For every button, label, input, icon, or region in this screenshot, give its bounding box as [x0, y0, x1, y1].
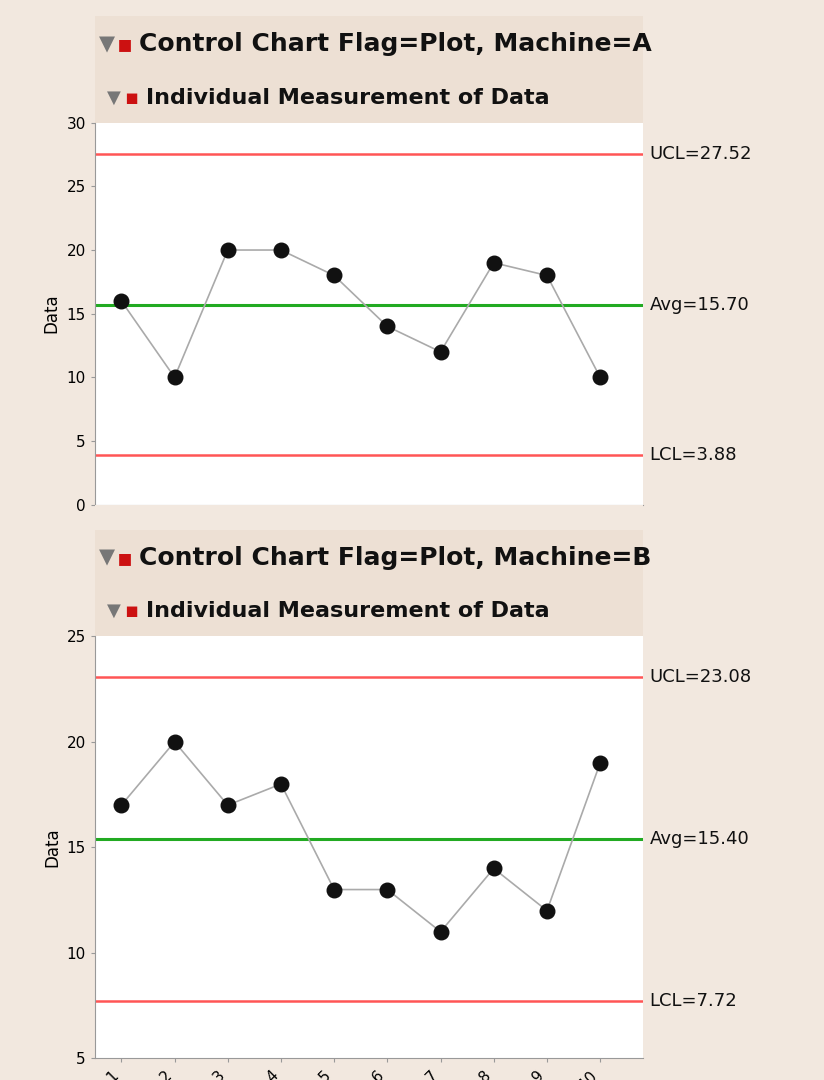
Text: ▪: ▪	[124, 602, 138, 621]
Text: Individual Measurement of Data: Individual Measurement of Data	[147, 602, 550, 621]
Text: Individual Measurement of Data: Individual Measurement of Data	[147, 87, 550, 108]
Point	[115, 293, 128, 310]
Text: Control Chart Flag=Plot, Machine=A: Control Chart Flag=Plot, Machine=A	[138, 32, 651, 56]
Point	[541, 267, 554, 284]
Point	[434, 923, 447, 941]
Point	[328, 267, 341, 284]
X-axis label: Order: Order	[345, 549, 392, 567]
Point	[115, 796, 128, 813]
Point	[221, 796, 234, 813]
Point	[221, 242, 234, 259]
Text: LCL=3.88: LCL=3.88	[649, 446, 737, 464]
Y-axis label: Data: Data	[43, 827, 61, 867]
Point	[593, 368, 606, 386]
Text: ▼: ▼	[99, 548, 115, 568]
Point	[381, 318, 394, 335]
Point	[381, 881, 394, 899]
Point	[541, 902, 554, 919]
Point	[274, 775, 288, 793]
Text: UCL=27.52: UCL=27.52	[649, 146, 752, 163]
Point	[168, 368, 181, 386]
Point	[487, 254, 500, 271]
Point	[434, 343, 447, 361]
Text: UCL=23.08: UCL=23.08	[649, 667, 751, 686]
Text: ▪: ▪	[117, 545, 133, 570]
Text: Control Chart Flag=Plot, Machine=B: Control Chart Flag=Plot, Machine=B	[138, 545, 651, 570]
Text: ▼: ▼	[99, 35, 115, 54]
Text: ▼: ▼	[107, 603, 120, 620]
Text: ▪: ▪	[117, 32, 133, 56]
Text: LCL=7.72: LCL=7.72	[649, 993, 737, 1010]
Text: ▼: ▼	[107, 89, 120, 107]
Point	[487, 860, 500, 877]
Point	[328, 881, 341, 899]
Point	[168, 733, 181, 751]
Text: ▪: ▪	[124, 87, 138, 108]
Y-axis label: Data: Data	[43, 294, 61, 334]
Text: Avg=15.70: Avg=15.70	[649, 296, 749, 314]
Text: Avg=15.40: Avg=15.40	[649, 829, 749, 848]
Point	[593, 754, 606, 771]
Point	[274, 242, 288, 259]
